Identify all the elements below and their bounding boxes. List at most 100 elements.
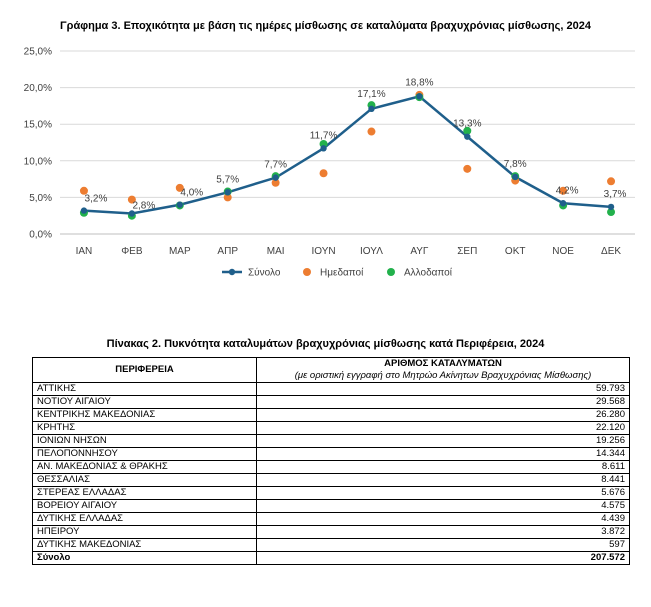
data-label: 18,8%	[405, 77, 433, 88]
region-name: ΚΡΗΤΗΣ	[32, 421, 257, 435]
table-header-row: ΠΕΡΙΦΕΡΕΙΑ ΑΡΙΘΜΟΣ ΚΑΤΑΛΥΜΑΤΩΝ (με οριστ…	[32, 357, 630, 383]
point-foreign	[607, 208, 616, 217]
point-total	[416, 93, 423, 100]
point-domestic	[463, 164, 472, 173]
data-label: 4,0%	[180, 188, 203, 199]
data-label: 4,2%	[556, 185, 579, 196]
region-count: 5.676	[256, 486, 630, 500]
data-label: 5,7%	[216, 174, 239, 185]
point-total	[224, 189, 231, 196]
y-tick-label: 25,0%	[24, 47, 52, 58]
legend-label-total: Σύνολο	[248, 267, 281, 279]
x-tick-label: ΑΠΡ	[217, 246, 238, 257]
region-count: 19.256	[256, 434, 630, 448]
region-name: ΔΥΤΙΚΗΣ ΜΑΚΕΔΟΝΙΑΣ	[32, 538, 257, 552]
data-label: 7,8%	[504, 159, 527, 170]
point-domestic	[175, 183, 184, 192]
data-label: 13,3%	[453, 119, 481, 130]
point-domestic	[319, 169, 328, 178]
point-total	[607, 203, 615, 211]
point-total	[80, 207, 88, 214]
point-domestic	[559, 186, 568, 195]
data-label: 3,7%	[604, 189, 627, 200]
point-domestic	[79, 186, 88, 195]
table-row: ΒΟΡΕΙΟΥ ΑΙΓΑΙΟΥ 4.575	[32, 499, 630, 513]
data-label: 7,7%	[264, 160, 287, 171]
table-body: ΑΤΤΙΚΗΣ 59.793 ΝΟΤΙΟΥ ΑΙΓΑΙΟΥ 29.568 ΚΕΝΤΡΙΚ…	[32, 382, 630, 565]
region-count: 22.120	[256, 421, 630, 435]
x-tick-label: ΣΕΠ	[457, 246, 477, 257]
header-count-label: ΑΡΙΘΜΟΣ ΚΑΤΑΛΥΜΑΤΩΝ	[384, 358, 502, 369]
point-total	[368, 105, 375, 113]
table-row: ΔΥΤΙΚΗΣ ΜΑΚΕΔΟΝΙΑΣ 597	[32, 538, 630, 552]
point-total	[176, 201, 183, 208]
table-row: ΘΕΣΣΑΛΙΑΣ 8.441	[32, 473, 630, 487]
region-name: ΘΕΣΣΑΛΙΑΣ	[32, 473, 257, 487]
region-name: ΔΥΤΙΚΗΣ ΕΛΛΑΔΑΣ	[32, 512, 257, 526]
y-tick-label: 0,0%	[29, 230, 52, 241]
region-count: 3.872	[256, 525, 630, 539]
total-label: Σύνολο	[32, 551, 257, 565]
point-domestic	[223, 193, 232, 202]
table-row: ΝΟΤΙΟΥ ΑΙΓΑΙΟΥ 29.568	[32, 395, 630, 409]
legend-label-domestic: Ημεδαποί	[320, 267, 364, 279]
table-row: ΠΕΛΟΠΟΝΝΗΣΟΥ 14.344	[32, 447, 630, 461]
region-count: 14.344	[256, 447, 630, 461]
x-tick-label: ΔΕΚ	[601, 246, 621, 257]
region-name: ΚΕΝΤΡΙΚΗΣ ΜΑΚΕΔΟΝΙΑΣ	[32, 408, 257, 422]
x-tick-label: ΑΥΓ	[410, 246, 429, 257]
region-name: ΗΠΕΙΡΟΥ	[32, 525, 257, 539]
point-domestic	[127, 195, 136, 204]
chart-title: Γράφημα 3. Εποχικότητα με βάση τις ημέρε…	[60, 20, 591, 32]
region-name: ΒΟΡΕΙΟΥ ΑΙΓΑΙΟΥ	[32, 499, 257, 513]
x-tick-label: ΙΟΥΝ	[311, 246, 335, 257]
legend-marker-domestic	[303, 268, 311, 276]
region-table: ΠΕΡΙΦΕΡΕΙΑ ΑΡΙΘΜΟΣ ΚΑΤΑΛΥΜΑΤΩΝ (με οριστ…	[32, 357, 630, 565]
region-name: ΙΟΝΙΩΝ ΝΗΣΩΝ	[32, 434, 257, 448]
point-foreign	[463, 126, 472, 135]
x-tick-label: ΙΑΝ	[76, 246, 93, 257]
x-tick-label: ΦΕΒ	[121, 246, 143, 257]
total-value: 207.572	[256, 551, 630, 565]
point-total	[512, 173, 519, 181]
header-count: ΑΡΙΘΜΟΣ ΚΑΤΑΛΥΜΑΤΩΝ (με οριστική εγγραφή…	[256, 357, 630, 383]
data-label: 11,7%	[310, 130, 338, 141]
table-row: ΣΤΕΡΕΑΣ ΕΛΛΑΔΑΣ 5.676	[32, 486, 630, 500]
region-name: ΝΟΤΙΟΥ ΑΙΓΑΙΟΥ	[32, 395, 257, 409]
table-row: ΑΤΤΙΚΗΣ 59.793	[32, 382, 630, 396]
point-domestic	[367, 127, 376, 136]
region-count: 29.568	[256, 395, 630, 409]
x-tick-label: ΙΟΥΛ	[360, 246, 383, 257]
table-row: ΑΝ. ΜΑΚΕΔΟΝΙΑΣ & ΘΡΑΚΗΣ 8.611	[32, 460, 630, 474]
data-label: 2,8%	[132, 201, 155, 212]
table-row: ΔΥΤΙΚΗΣ ΕΛΛΑΔΑΣ 4.439	[32, 512, 630, 526]
table-row: ΗΠΕΙΡΟΥ 3.872	[32, 525, 630, 539]
region-name: ΑΝ. ΜΑΚΕΔΟΝΙΑΣ & ΘΡΑΚΗΣ	[32, 460, 257, 474]
header-count-subtitle: (με οριστική εγγραφή στο Μητρώο Ακίνητων…	[294, 370, 592, 381]
y-tick-label: 5,0%	[29, 193, 52, 204]
point-domestic	[271, 178, 280, 187]
data-label: 3,2%	[85, 194, 108, 205]
y-tick-label: 15,0%	[24, 120, 52, 131]
legend-marker-foreign	[387, 268, 395, 276]
seasonality-chart: 0,0% 5,0% 10,0% 15,0% 20,0% 25,0% ΙΑΝ ΦΕΒ ΜΑΡ ΑΠΡ…	[24, 47, 635, 279]
legend-marker-total	[228, 268, 236, 276]
region-count: 59.793	[256, 382, 630, 396]
series-line-total	[83, 95, 612, 215]
region-count: 4.439	[256, 512, 630, 526]
x-tick-label: ΝΟΕ	[552, 246, 574, 257]
y-tick-label: 10,0%	[24, 156, 52, 167]
table-row: ΚΕΝΤΡΙΚΗΣ ΜΑΚΕΔΟΝΙΑΣ 26.280	[32, 408, 630, 422]
header-region: ΠΕΡΙΦΕΡΕΙΑ	[32, 357, 257, 383]
region-count: 8.441	[256, 473, 630, 487]
region-name: ΣΤΕΡΕΑΣ ΕΛΛΑΔΑΣ	[32, 486, 257, 500]
data-label: 17,1%	[357, 89, 385, 100]
point-total	[128, 210, 136, 217]
y-tick-label: 20,0%	[24, 83, 52, 94]
x-tick-label: ΜΑΡ	[169, 246, 191, 257]
x-tick-label: ΟΚΤ	[505, 246, 526, 257]
point-total	[320, 145, 327, 152]
region-count: 8.611	[256, 460, 630, 474]
region-name: ΠΕΛΟΠΟΝΝΗΣΟΥ	[32, 447, 257, 461]
table-row: ΙΟΝΙΩΝ ΝΗΣΩΝ 19.256	[32, 434, 630, 448]
